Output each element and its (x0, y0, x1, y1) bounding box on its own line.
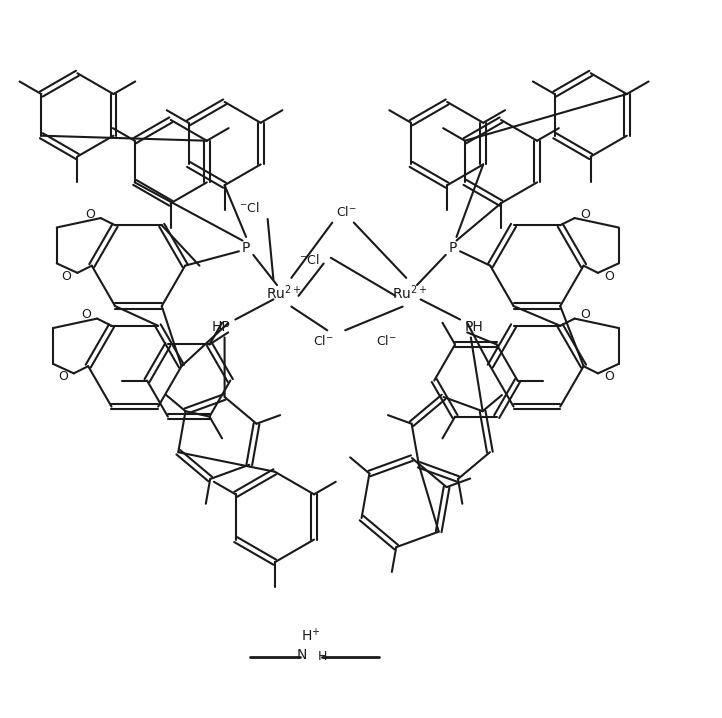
Text: O: O (85, 208, 95, 221)
Text: Cl$^{-}$: Cl$^{-}$ (336, 205, 357, 219)
Text: O: O (604, 370, 614, 383)
Text: Cl$^{-}$: Cl$^{-}$ (313, 334, 334, 348)
Text: HP: HP (212, 320, 230, 334)
Text: $^{-}$Cl: $^{-}$Cl (299, 253, 320, 267)
Text: PH: PH (465, 320, 484, 334)
Text: O: O (604, 270, 614, 283)
Text: N: N (296, 648, 307, 662)
Text: P: P (242, 241, 251, 255)
Text: P: P (448, 241, 457, 255)
Text: H: H (318, 651, 327, 663)
Text: Cl$^{-}$: Cl$^{-}$ (375, 334, 396, 348)
Text: O: O (58, 370, 68, 383)
Text: H$^{+}$: H$^{+}$ (301, 627, 321, 644)
Text: O: O (580, 309, 591, 322)
Text: Ru$^{2+}$: Ru$^{2+}$ (266, 283, 302, 302)
Text: $^{-}$Cl: $^{-}$Cl (239, 201, 260, 215)
Text: O: O (580, 208, 591, 221)
Text: O: O (61, 270, 71, 283)
Text: O: O (82, 309, 91, 322)
Text: Ru$^{2+}$: Ru$^{2+}$ (392, 283, 427, 302)
